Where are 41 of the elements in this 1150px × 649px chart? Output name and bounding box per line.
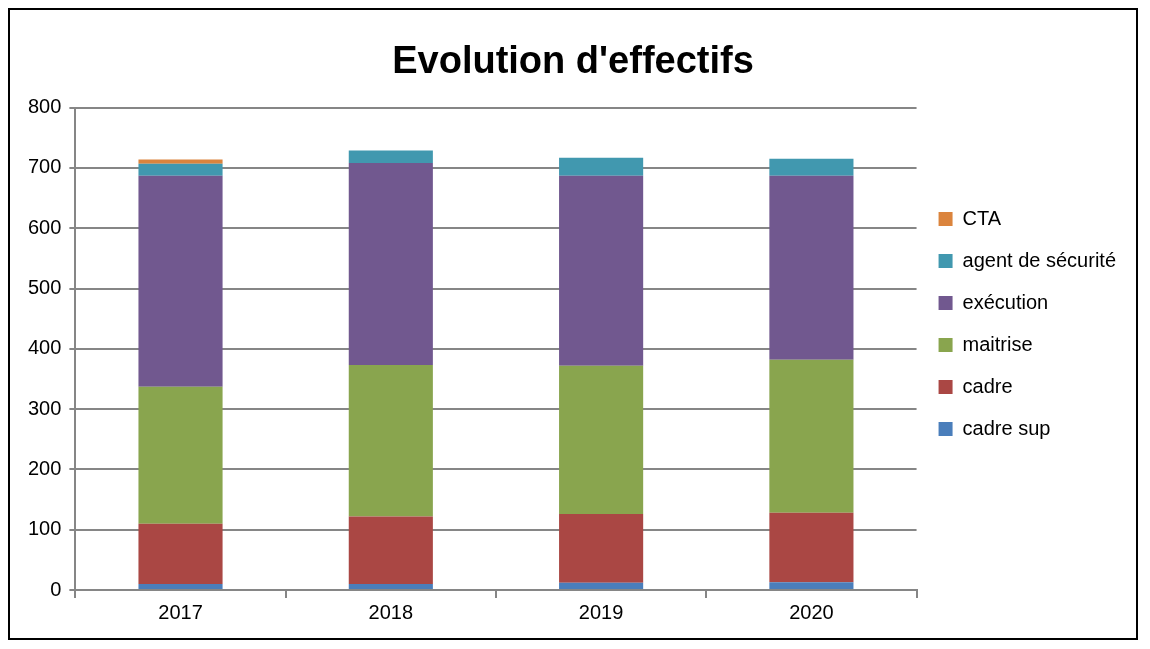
x-tick-label: 2020	[789, 600, 834, 623]
bar	[138, 583, 223, 589]
legend-label: cadre sup	[962, 416, 1051, 439]
bar	[138, 159, 223, 164]
bar	[769, 158, 854, 176]
bar	[348, 163, 433, 366]
bar	[769, 175, 854, 360]
bar	[348, 150, 433, 164]
y-tick-label: 700	[27, 155, 62, 178]
legend-label: cadre	[962, 374, 1013, 397]
legend-label: CTA	[962, 206, 1002, 229]
legend-label: agent de sécurité	[962, 248, 1116, 271]
bar	[559, 157, 644, 176]
y-tick-label: 500	[27, 276, 62, 299]
legend-label: maitrise	[962, 332, 1033, 355]
y-tick-label: 600	[27, 215, 62, 238]
y-tick-label: 100	[27, 517, 62, 540]
bar	[769, 359, 854, 513]
bar	[559, 514, 644, 583]
bar	[138, 163, 223, 176]
bar	[348, 365, 433, 517]
bar	[138, 523, 223, 584]
x-tick-label: 2019	[578, 600, 624, 623]
x-tick-label: 2018	[368, 600, 414, 623]
y-tick-label: 300	[27, 396, 62, 419]
bar	[559, 365, 644, 515]
y-tick-label: 200	[27, 456, 62, 479]
bar	[769, 512, 854, 583]
chart-title: Evolution d'effectifs	[392, 39, 754, 82]
legend-label: exécution	[962, 290, 1049, 313]
bar	[559, 582, 644, 589]
bar	[769, 582, 854, 589]
bar	[348, 516, 433, 584]
y-tick-label: 0	[50, 577, 62, 600]
bar	[138, 386, 223, 524]
bar	[138, 175, 223, 387]
x-tick-label: 2017	[158, 600, 203, 623]
y-tick-label: 400	[27, 336, 62, 359]
y-tick-label: 800	[27, 95, 62, 118]
bar	[559, 175, 644, 366]
bar	[348, 583, 433, 589]
